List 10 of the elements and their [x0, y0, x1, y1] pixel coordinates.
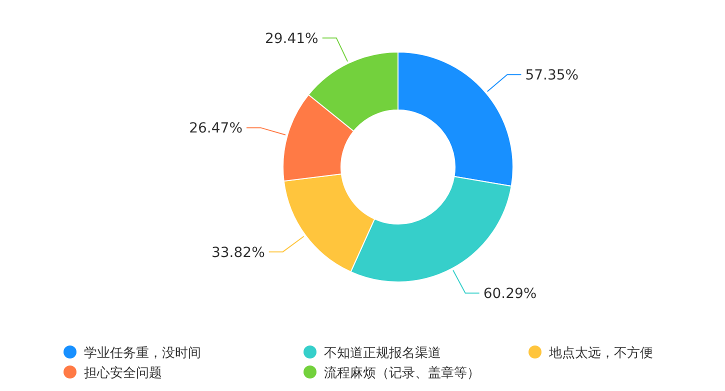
data-label: 26.47% — [189, 120, 243, 137]
legend-label: 担心安全问题 — [84, 365, 162, 381]
data-label: 57.35% — [525, 68, 579, 84]
data-label: 60.29% — [483, 286, 537, 302]
data-label: 29.41% — [264, 30, 318, 47]
data-label: 33.82% — [211, 244, 265, 261]
legend-label: 学业任务重，没时间 — [84, 346, 201, 361]
legend-label: 地点太远，不方便 — [548, 345, 653, 361]
legend-label: 流程麻烦（记录、盖章等） — [324, 365, 480, 381]
legend-label: 不知道正规报名渠道 — [324, 346, 441, 361]
